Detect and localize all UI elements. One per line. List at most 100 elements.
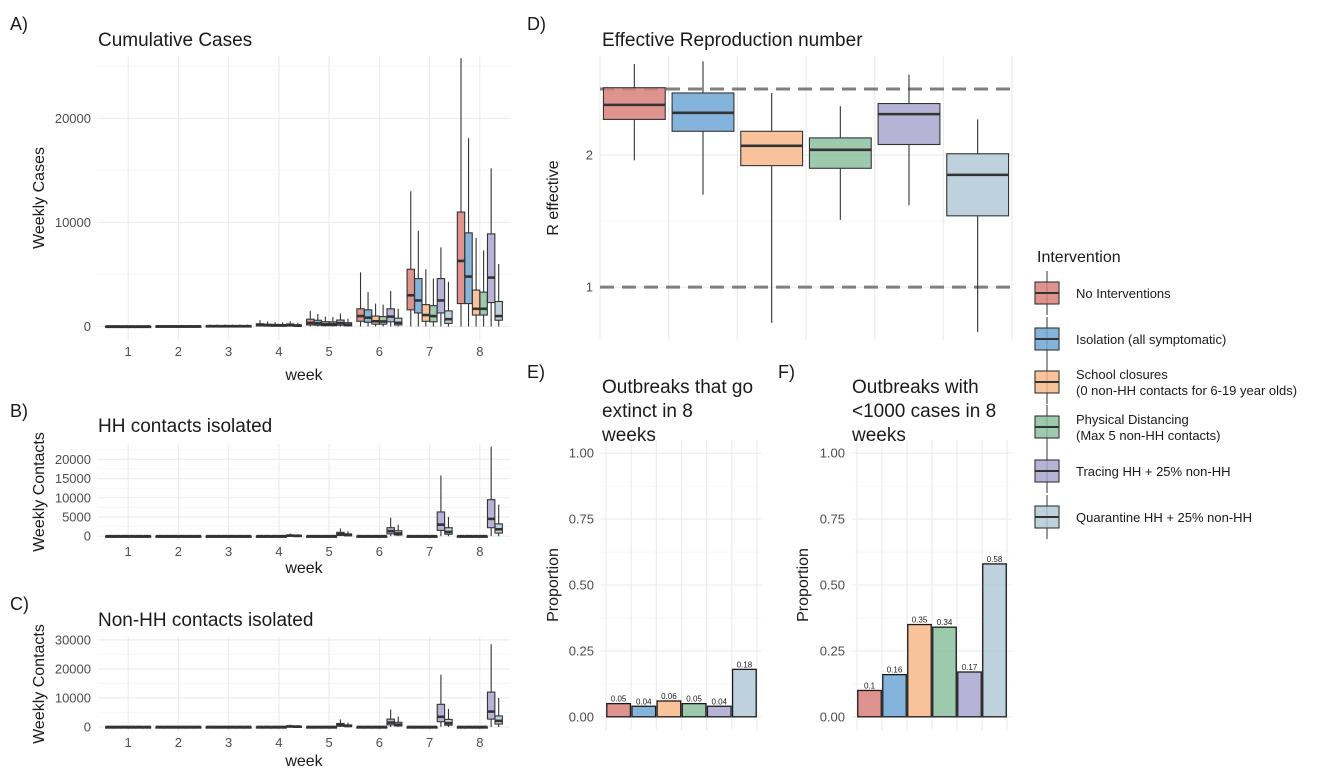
box bbox=[740, 130, 804, 167]
box bbox=[436, 511, 446, 531]
panel-title-line: Outbreaks that go bbox=[602, 377, 753, 398]
bar bbox=[681, 702, 707, 718]
box bbox=[429, 305, 438, 323]
panel-title: Effective Reproduction number bbox=[602, 30, 863, 51]
x-tick-label: 5 bbox=[326, 735, 333, 750]
legend-item: Isolation (all symptomatic) bbox=[1034, 317, 1226, 361]
x-tick-label: 7 bbox=[426, 344, 433, 359]
box bbox=[602, 87, 666, 120]
x-tick-label: 5 bbox=[326, 344, 333, 359]
panel-title-line: extinct in 8 bbox=[602, 401, 693, 422]
x-tick-label: 4 bbox=[275, 344, 282, 359]
bar-value-label: 0.34 bbox=[937, 618, 953, 627]
y-tick-label: 1.00 bbox=[820, 446, 845, 461]
box bbox=[386, 308, 395, 323]
y-axis-title: Proportion bbox=[795, 548, 812, 622]
legend-title: Intervention bbox=[1037, 249, 1121, 266]
x-tick-label: 1 bbox=[125, 544, 132, 559]
panel-title: Cumulative Cases bbox=[98, 30, 252, 51]
legend-label: (0 non-HH contacts for 6-19 year olds) bbox=[1076, 383, 1297, 398]
panel-d: 1 2 D) Effective Reproduction number R effec… bbox=[527, 14, 1013, 340]
legend-label: Isolation (all symptomatic) bbox=[1076, 332, 1226, 347]
box bbox=[486, 691, 496, 720]
bar-value-label: 0.05 bbox=[611, 695, 627, 704]
box bbox=[808, 137, 872, 169]
bar-value-label: 0.04 bbox=[711, 697, 727, 706]
legend-item: School closures(0 non-HH contacts for 6-… bbox=[1034, 360, 1297, 404]
x-tick-label: 3 bbox=[225, 544, 232, 559]
box bbox=[471, 289, 481, 316]
y-axis-title: Weekly Contacts bbox=[31, 624, 48, 744]
x-tick-label: 7 bbox=[426, 544, 433, 559]
y-tick-label: 0 bbox=[84, 529, 91, 544]
x-tick-label: 2 bbox=[175, 344, 182, 359]
legend-label: School closures bbox=[1076, 367, 1168, 382]
panel-tag: B) bbox=[10, 401, 28, 421]
box bbox=[479, 291, 488, 316]
y-tick-label: 1 bbox=[586, 280, 593, 295]
bar bbox=[631, 705, 657, 718]
y-tick-label: 0 bbox=[84, 319, 91, 334]
y-tick-label: 20000 bbox=[55, 452, 91, 467]
panel-e: 0.00 0.25 0.50 0.75 1.00 0.05 0.04 0.06 0.05 0.04… bbox=[527, 362, 762, 730]
bar-value-label: 0.58 bbox=[987, 555, 1003, 564]
x-axis-title: week bbox=[284, 560, 323, 577]
y-tick-label: 0.25 bbox=[820, 643, 845, 658]
legend-label: No Interventions bbox=[1076, 286, 1171, 301]
panel-title: HH contacts isolated bbox=[98, 416, 272, 437]
y-tick-label: 0.75 bbox=[820, 512, 845, 527]
x-tick-label: 2 bbox=[175, 735, 182, 750]
y-tick-label: 0 bbox=[84, 719, 91, 734]
y-tick-label: 20000 bbox=[55, 111, 91, 126]
bar-value-label: 0.06 bbox=[661, 692, 677, 701]
box bbox=[877, 103, 941, 146]
bar-value-label: 0.05 bbox=[686, 695, 702, 704]
y-tick-label: 0.00 bbox=[569, 709, 594, 724]
bar bbox=[882, 673, 907, 718]
y-axis-title: Weekly Cases bbox=[31, 147, 48, 249]
y-tick-label: 1.00 bbox=[569, 446, 594, 461]
x-tick-label: 6 bbox=[376, 735, 383, 750]
box bbox=[436, 278, 446, 314]
bar-value-label: 0.18 bbox=[737, 660, 753, 669]
bar-value-label: 0.35 bbox=[912, 616, 928, 625]
y-tick-label: 2 bbox=[586, 148, 593, 163]
panel-title-line: Outbreaks with bbox=[852, 377, 979, 398]
box bbox=[393, 317, 403, 326]
box bbox=[363, 309, 373, 323]
x-tick-label: 1 bbox=[125, 344, 132, 359]
bar bbox=[656, 700, 682, 718]
panel-title-line: weeks bbox=[851, 425, 906, 446]
y-tick-label: 20000 bbox=[55, 661, 91, 676]
x-tick-label: 1 bbox=[125, 735, 132, 750]
x-tick-label: 7 bbox=[426, 735, 433, 750]
bar bbox=[982, 563, 1007, 718]
x-tick-label: 3 bbox=[225, 344, 232, 359]
box bbox=[946, 153, 1010, 217]
y-tick-label: 0.50 bbox=[820, 578, 845, 593]
x-tick-label: 2 bbox=[175, 544, 182, 559]
legend-label: Physical Distancing bbox=[1076, 412, 1189, 427]
legend-label: Tracing HH + 25% non-HH bbox=[1076, 464, 1231, 479]
legend-label: Quarantine HH + 25% non-HH bbox=[1076, 510, 1252, 525]
x-tick-label: 4 bbox=[275, 735, 282, 750]
x-tick-label: 5 bbox=[326, 544, 333, 559]
y-tick-label: 5000 bbox=[62, 509, 91, 524]
panel-title-line: <1000 cases in 8 bbox=[852, 401, 996, 422]
bar bbox=[731, 668, 757, 718]
bar-value-label: 0.04 bbox=[636, 697, 652, 706]
x-axis-title: week bbox=[284, 367, 323, 384]
x-tick-label: 8 bbox=[476, 544, 483, 559]
x-tick-label: 4 bbox=[275, 544, 282, 559]
bar bbox=[706, 705, 732, 718]
bar bbox=[957, 671, 982, 718]
x-tick-label: 8 bbox=[476, 735, 483, 750]
y-tick-label: 10000 bbox=[55, 690, 91, 705]
bar-value-label: 0.17 bbox=[962, 663, 978, 672]
box bbox=[464, 232, 473, 305]
box bbox=[421, 304, 431, 322]
panel-a: 0 10000 20000 1 2 3 4 5 6 7 8 A) Cumulative Cases Wee… bbox=[10, 14, 510, 384]
bar bbox=[606, 702, 632, 718]
y-axis-title: R effective bbox=[545, 160, 562, 235]
